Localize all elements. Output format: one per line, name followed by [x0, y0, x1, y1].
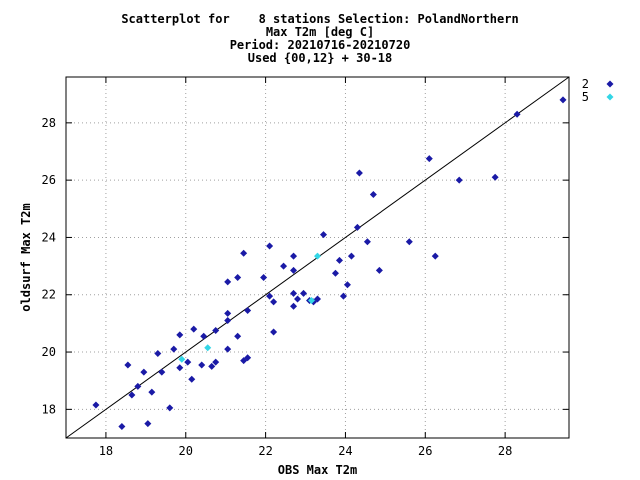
data-point-series-2: [559, 96, 567, 104]
data-point-series-2: [347, 252, 355, 260]
data-point-series-2: [455, 176, 463, 184]
data-point-series-2: [266, 242, 274, 250]
data-point-series-2: [290, 302, 298, 310]
x-tick-label: 18: [99, 444, 113, 458]
x-axis-label: OBS Max T2m: [278, 463, 357, 477]
data-point-series-2: [355, 169, 363, 177]
data-point-series-2: [339, 292, 347, 300]
points-layer: [92, 96, 567, 431]
data-point-series-2: [154, 349, 162, 357]
data-point-series-2: [128, 391, 136, 399]
data-point-series-2: [190, 325, 198, 333]
ticks-layer: 18 20 22 24 26 28 18 20 22 24 26 28: [42, 77, 569, 458]
data-point-series-2: [208, 362, 216, 370]
y-tick-label: 18: [42, 402, 56, 416]
data-point-series-2: [224, 317, 232, 325]
chart-title-line-2: Max T2m [deg C]: [265, 25, 375, 39]
data-point-series-2: [184, 358, 192, 366]
data-point-series-2: [158, 368, 166, 376]
data-point-series-2: [405, 238, 413, 246]
data-point-series-2: [212, 327, 220, 335]
data-point-series-2: [260, 274, 268, 282]
data-point-series-5: [314, 252, 321, 260]
data-point-series-2: [314, 295, 321, 303]
data-point-series-5: [308, 296, 316, 304]
data-point-series-2: [200, 332, 208, 340]
data-point-series-2: [353, 223, 361, 231]
grid-layer: [66, 77, 569, 438]
data-point-series-2: [134, 382, 142, 390]
data-point-series-2: [140, 368, 148, 376]
x-tick-label: 24: [338, 444, 352, 458]
data-point-series-2: [300, 289, 308, 297]
data-point-series-2: [294, 295, 302, 303]
data-point-series-2: [234, 274, 242, 282]
data-point-series-2: [212, 358, 220, 366]
x-tick-label: 22: [258, 444, 272, 458]
data-point-series-2: [266, 292, 274, 300]
y-tick-label: 28: [42, 116, 56, 130]
chart-title-line-4: Used {00,12} + 30-18: [247, 51, 393, 65]
legend-marker-5: [606, 93, 614, 101]
data-point-series-2: [319, 231, 327, 239]
y-tick-label: 24: [42, 230, 56, 244]
legend: 25: [582, 77, 614, 104]
legend-label-2: 2: [582, 77, 589, 91]
y-tick-label: 22: [42, 288, 56, 302]
legend-marker-2: [606, 80, 614, 88]
data-point-series-2: [290, 289, 298, 297]
data-point-series-2: [188, 375, 196, 383]
data-point-series-5: [178, 355, 186, 363]
data-point-series-2: [124, 361, 132, 369]
data-point-series-2: [513, 110, 521, 118]
data-point-series-2: [244, 307, 252, 315]
data-point-series-2: [280, 262, 288, 270]
x-tick-label: 28: [498, 444, 512, 458]
data-point-series-2: [431, 252, 439, 260]
chart-title-line-1: Scatterplot for 8 stations Selection: Po…: [121, 12, 519, 26]
chart-title-line-3: Period: 20210716-20210720: [229, 38, 411, 52]
data-point-series-2: [166, 404, 174, 412]
data-point-series-2: [425, 155, 433, 163]
x-tick-label: 20: [179, 444, 193, 458]
data-point-series-2: [176, 331, 184, 339]
data-point-series-2: [491, 173, 499, 181]
data-point-series-2: [224, 278, 232, 286]
data-point-series-2: [170, 345, 178, 353]
data-point-series-2: [148, 388, 156, 396]
data-point-series-2: [290, 266, 298, 274]
data-point-series-2: [270, 298, 278, 306]
data-point-series-2: [224, 309, 232, 317]
data-point-series-2: [144, 420, 152, 428]
data-point-series-5: [204, 344, 212, 352]
x-tick-label: 26: [418, 444, 432, 458]
legend-label-5: 5: [582, 90, 589, 104]
plot-frame: [65, 76, 570, 439]
data-point-series-2: [118, 423, 126, 431]
data-point-series-2: [343, 281, 351, 289]
data-point-series-2: [224, 345, 232, 353]
data-point-series-2: [331, 269, 339, 277]
data-point-series-2: [335, 256, 343, 264]
data-point-series-2: [290, 252, 298, 260]
y-tick-label: 26: [42, 173, 56, 187]
data-point-series-2: [176, 364, 184, 372]
data-point-series-2: [363, 238, 371, 246]
data-point-series-2: [234, 332, 242, 340]
y-tick-label: 20: [42, 345, 56, 359]
data-point-series-2: [244, 354, 252, 362]
data-point-series-2: [375, 266, 383, 274]
data-point-series-2: [369, 190, 377, 198]
y-axis-label: oldsurf Max T2m: [19, 203, 33, 311]
data-point-series-2: [240, 249, 248, 257]
data-point-series-2: [198, 361, 206, 369]
data-point-series-2: [270, 328, 278, 336]
data-point-series-2: [92, 401, 100, 409]
